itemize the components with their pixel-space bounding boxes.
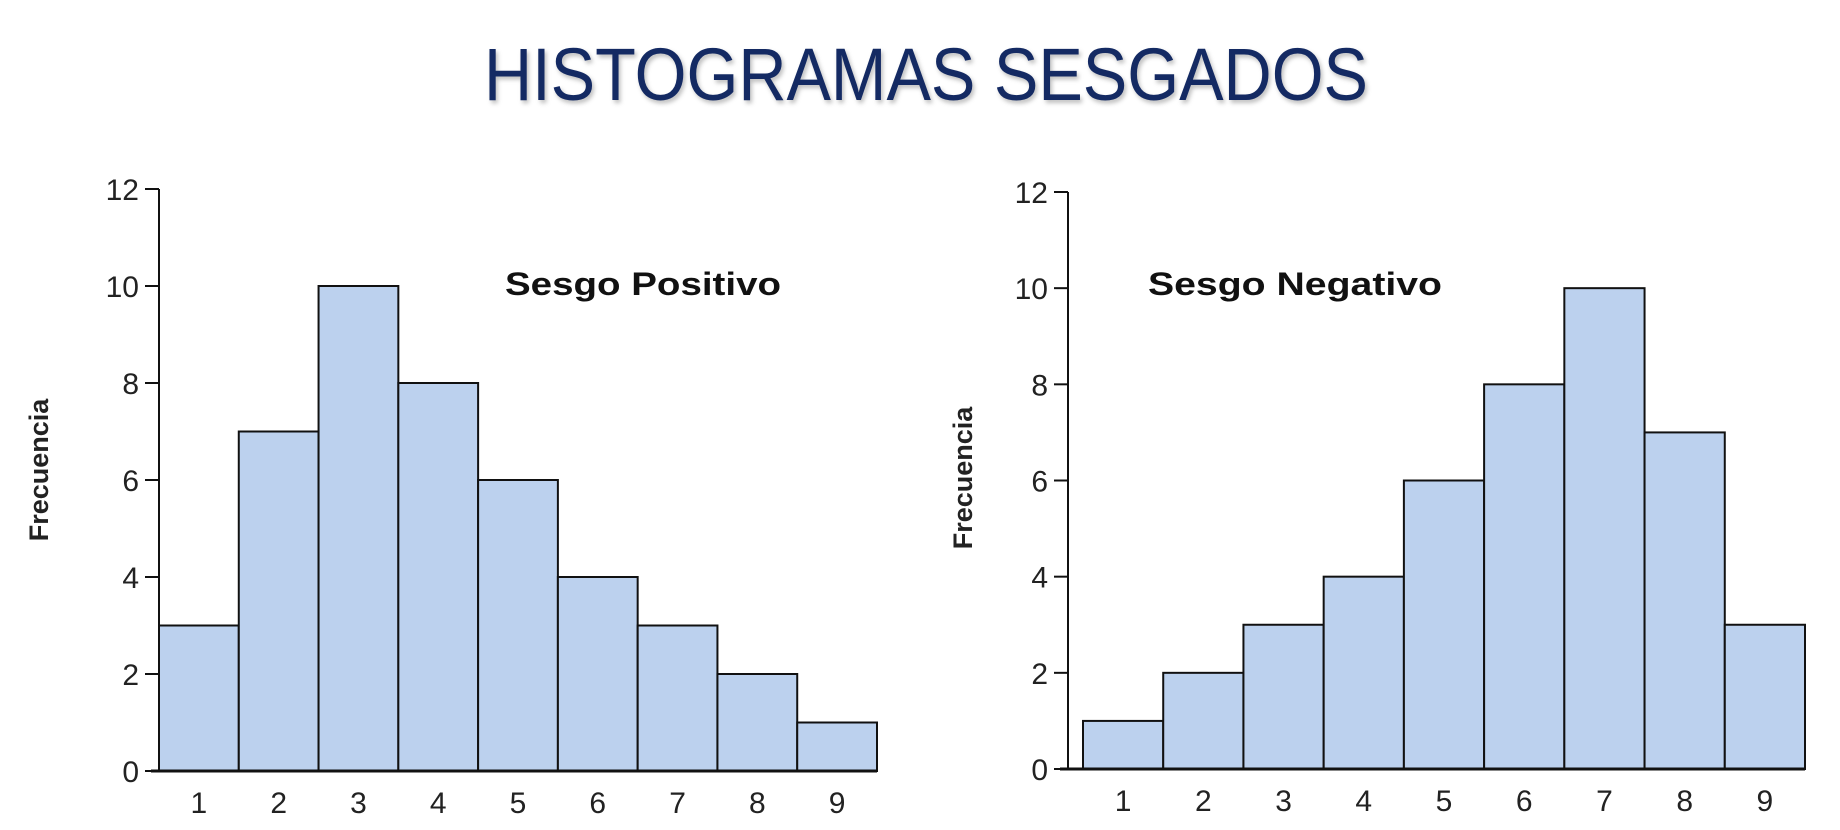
bar-6: [556, 576, 639, 772]
x-tick-label: 9: [829, 787, 846, 820]
y-tick-label: 6: [122, 465, 139, 498]
x-tick-label: 3: [350, 787, 367, 820]
bar-3: [1242, 623, 1325, 770]
bar-3: [317, 285, 400, 772]
bar-4: [397, 382, 480, 772]
y-tick-label: 0: [1031, 754, 1048, 787]
bar-6: [1483, 383, 1566, 770]
bar-2: [1162, 671, 1245, 770]
y-tick-label: 4: [1031, 562, 1048, 595]
x-tick-label: 6: [589, 787, 606, 820]
bar-8: [1643, 431, 1726, 770]
bar-7: [1563, 287, 1646, 770]
x-tick-label: 5: [510, 787, 527, 820]
x-tick-label: 5: [1436, 785, 1453, 818]
y-axis-label: Frecuencia: [24, 398, 54, 542]
y-tick-label: 8: [1031, 369, 1048, 402]
x-tick-label: 4: [430, 787, 447, 820]
x-tick-label: 1: [1115, 785, 1132, 818]
x-tick-label: 2: [1195, 785, 1212, 818]
x-tick-label: 8: [749, 787, 766, 820]
bar-5: [1402, 479, 1486, 770]
y-tick-label: 12: [1015, 177, 1048, 210]
y-tick-label: 10: [106, 271, 139, 304]
figure-title: HISTOGRAMAS SESGADOS: [484, 33, 1368, 116]
x-tick-label: 6: [1516, 785, 1533, 818]
x-tick-label: 1: [191, 787, 208, 820]
y-tick-label: 0: [122, 756, 139, 789]
x-tick-label: 7: [669, 787, 686, 820]
y-axis-label: Frecuencia: [948, 406, 978, 550]
y-tick-label: 2: [122, 659, 139, 692]
bar-2: [237, 430, 320, 772]
bar-1: [158, 624, 240, 772]
bar-9: [796, 721, 879, 772]
x-tick-label: 4: [1355, 785, 1372, 818]
x-tick-label: 8: [1676, 785, 1693, 818]
x-tick-label: 3: [1275, 785, 1292, 818]
bar-9: [1723, 623, 1807, 770]
bar-4: [1322, 575, 1405, 771]
bar-1: [1082, 719, 1165, 771]
bar-5: [477, 479, 559, 772]
bar-8: [716, 673, 799, 772]
y-tick-label: 12: [106, 174, 139, 207]
x-tick-label: 2: [270, 787, 287, 820]
skew-annotation: Sesgo Negativo: [1148, 266, 1442, 302]
y-tick-label: 2: [1031, 658, 1048, 691]
bar-7: [636, 624, 719, 772]
x-tick-label: 9: [1757, 785, 1774, 818]
skew-annotation: Sesgo Positivo: [505, 266, 781, 302]
y-tick-label: 4: [122, 562, 139, 595]
y-tick-label: 6: [1031, 466, 1048, 499]
x-tick-label: 7: [1596, 785, 1613, 818]
y-tick-label: 10: [1015, 273, 1048, 306]
y-tick-label: 8: [122, 368, 139, 401]
